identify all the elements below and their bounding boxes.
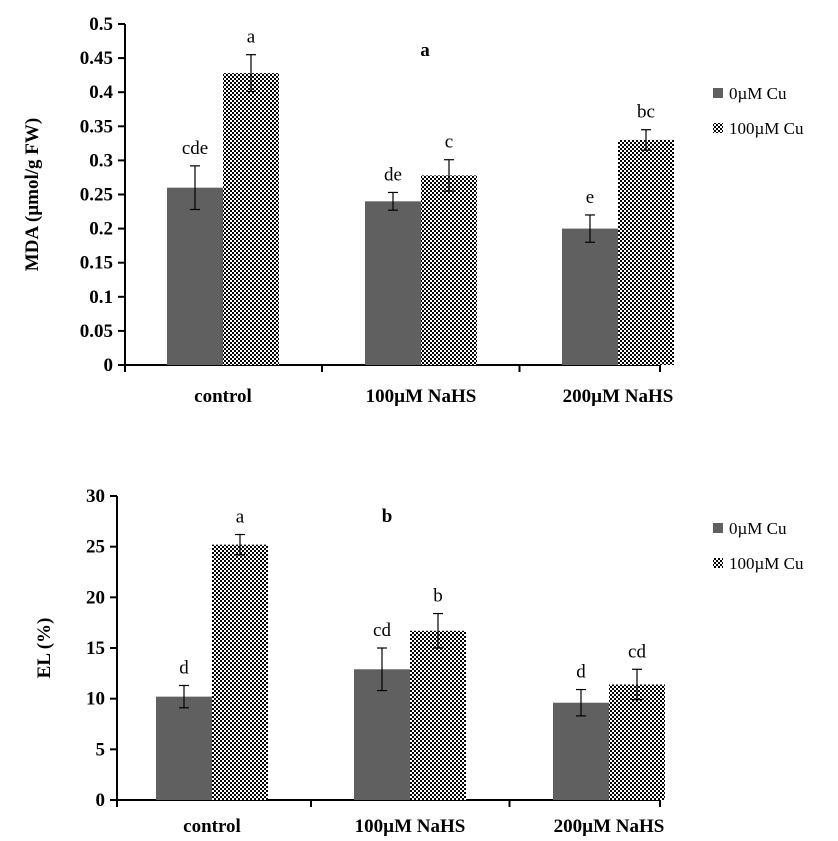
significance-label: de [384,164,402,185]
legend-swatch [713,123,723,133]
significance-label: cde [182,138,208,159]
x-tick-label: 100µM NaHS [366,386,477,407]
y-tick-label: 0.4 [89,82,113,103]
significance-label: d [576,662,586,683]
significance-label: b [433,586,443,607]
y-tick-label: 0.1 [89,287,113,308]
legend-swatch [713,88,723,98]
legend-label: 100µM Cu [729,119,804,138]
y-tick-label: 5 [96,739,106,760]
significance-label: cd [373,620,391,641]
significance-label: d [179,657,189,678]
chart-panel-a: 0 0.05 0.1 0.15 0.2 0.25 0.3 0.35 0.4 0.45 0.5 cont… [22,14,804,407]
bar [618,139,674,365]
y-tick-label: 0.2 [89,219,113,240]
legend-swatch [713,523,723,533]
y-tick-label: 15 [86,638,105,659]
significance-label: c [445,132,453,153]
y-tick-label: 0 [104,355,114,376]
bar [562,228,618,365]
significance-label: e [586,187,594,208]
y-axis-title: MDA (µmol/g FW) [22,118,43,271]
x-tick-label: 200µM NaHS [563,386,674,407]
bar [410,630,466,800]
y-tick-label: 0.5 [89,14,113,35]
bar [167,187,223,365]
y-tick-label: 0.45 [80,48,113,69]
bar [421,175,477,365]
bar [212,544,268,800]
y-tick-label: 20 [86,587,105,608]
x-tick-label: control [194,386,252,407]
legend-label: 0µM Cu [729,84,787,103]
y-tick-label: 0.35 [80,116,113,137]
bar [553,702,609,800]
y-tick-label: 0 [96,790,106,811]
bar [609,684,665,800]
y-tick-label: 30 [86,486,105,507]
significance-label: a [236,507,245,528]
significance-label: bc [637,102,655,123]
significance-label: a [247,27,256,48]
legend-label: 100µM Cu [729,554,804,573]
panel-title: b [382,506,393,527]
y-tick-label: 10 [86,689,105,710]
bar [223,73,279,365]
significance-label: cd [628,641,646,662]
x-tick-label: control [183,816,241,837]
y-tick-label: 0.3 [89,150,113,171]
bar [365,201,421,365]
chart-panel-b: 0 5 10 15 20 25 30 control 100µM NaHS 200µM NaHS d… [34,486,804,837]
y-axis-title: EL (%) [34,618,55,679]
legend-label: 0µM Cu [729,519,787,538]
y-tick-label: 0.05 [80,321,113,342]
y-tick-label: 25 [86,537,105,558]
x-tick-label: 100µM NaHS [355,816,466,837]
y-tick-label: 0.15 [80,253,113,274]
bar [156,696,212,800]
panel-title: a [420,40,430,61]
y-tick-label: 0.25 [80,185,113,206]
legend-swatch [713,558,723,568]
x-tick-label: 200µM NaHS [554,816,665,837]
